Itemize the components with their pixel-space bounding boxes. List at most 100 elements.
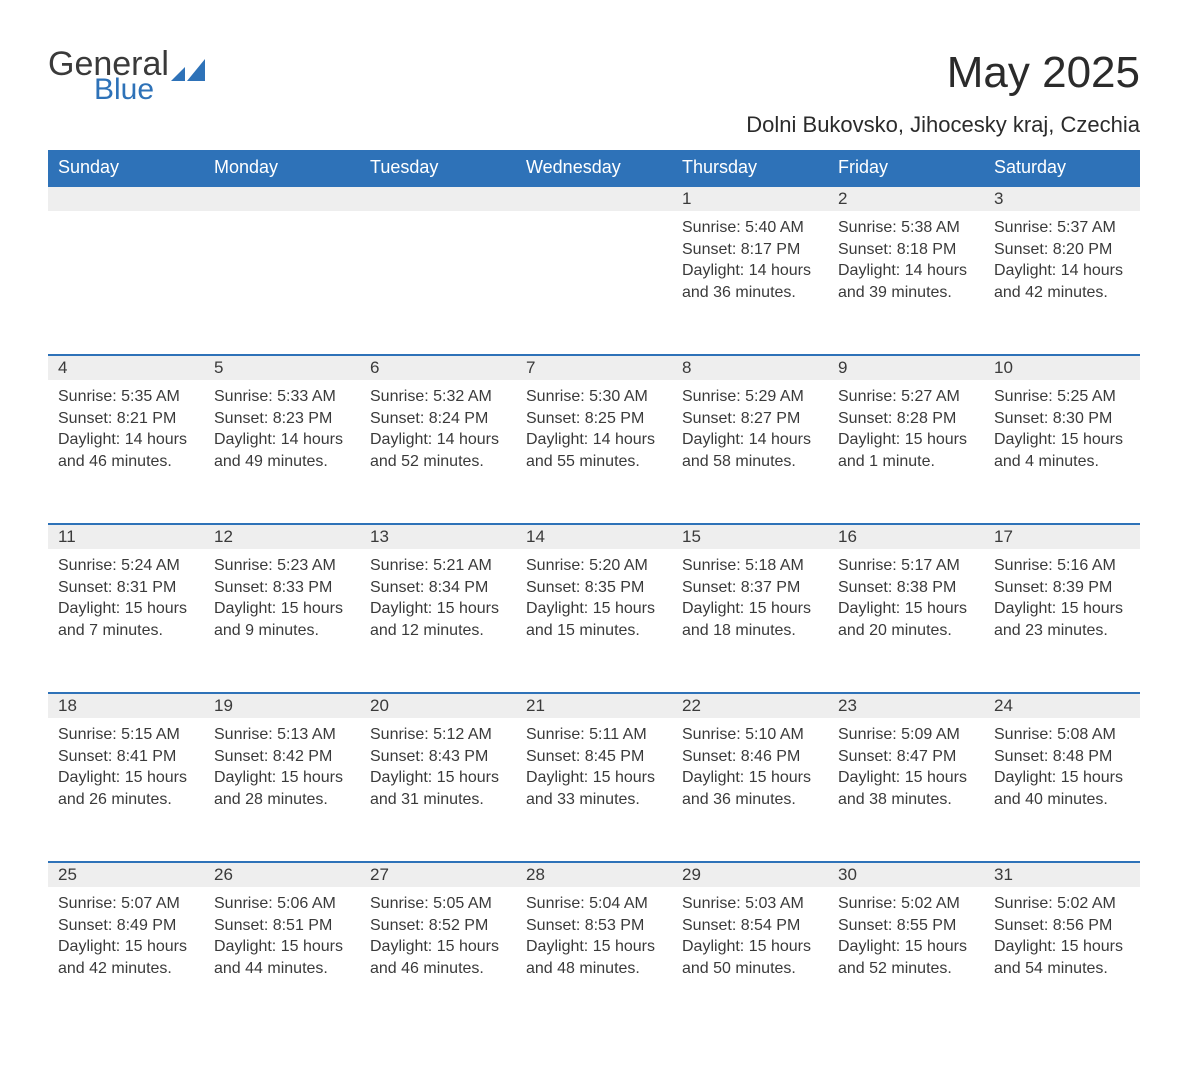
day-number: 4 (48, 355, 204, 380)
day-cell: Sunrise: 5:29 AMSunset: 8:27 PMDaylight:… (672, 380, 828, 524)
day-line: Daylight: 15 hours and 23 minutes. (994, 598, 1130, 641)
weekday-header: Tuesday (360, 150, 516, 186)
day-cell: Sunrise: 5:06 AMSunset: 8:51 PMDaylight:… (204, 887, 360, 1031)
day-line: Sunrise: 5:12 AM (370, 724, 506, 746)
day-line: Sunset: 8:25 PM (526, 408, 662, 430)
day-content-row: Sunrise: 5:07 AMSunset: 8:49 PMDaylight:… (48, 887, 1140, 1031)
day-number (516, 186, 672, 211)
day-number: 23 (828, 693, 984, 718)
day-number (204, 186, 360, 211)
day-number (48, 186, 204, 211)
day-line: Daylight: 15 hours and 9 minutes. (214, 598, 350, 641)
day-number: 2 (828, 186, 984, 211)
day-line: Sunset: 8:38 PM (838, 577, 974, 599)
day-number: 12 (204, 524, 360, 549)
day-line: Sunrise: 5:29 AM (682, 386, 818, 408)
day-line: Daylight: 14 hours and 46 minutes. (58, 429, 194, 472)
day-line: Sunrise: 5:33 AM (214, 386, 350, 408)
day-line: Sunrise: 5:05 AM (370, 893, 506, 915)
weekday-header: Monday (204, 150, 360, 186)
weekday-header: Thursday (672, 150, 828, 186)
day-cell: Sunrise: 5:17 AMSunset: 8:38 PMDaylight:… (828, 549, 984, 693)
day-line: Daylight: 14 hours and 55 minutes. (526, 429, 662, 472)
day-line: Sunrise: 5:04 AM (526, 893, 662, 915)
day-cell (204, 211, 360, 355)
day-line: Daylight: 14 hours and 52 minutes. (370, 429, 506, 472)
day-number-row: 123 (48, 186, 1140, 211)
day-line: Sunrise: 5:25 AM (994, 386, 1130, 408)
day-number: 29 (672, 862, 828, 887)
day-line: Sunset: 8:33 PM (214, 577, 350, 599)
day-line: Sunrise: 5:38 AM (838, 217, 974, 239)
calendar-table: SundayMondayTuesdayWednesdayThursdayFrid… (48, 150, 1140, 1031)
day-line: Sunset: 8:47 PM (838, 746, 974, 768)
day-cell: Sunrise: 5:02 AMSunset: 8:55 PMDaylight:… (828, 887, 984, 1031)
day-line: Daylight: 15 hours and 20 minutes. (838, 598, 974, 641)
day-line: Sunset: 8:24 PM (370, 408, 506, 430)
day-line: Sunrise: 5:07 AM (58, 893, 194, 915)
day-cell: Sunrise: 5:25 AMSunset: 8:30 PMDaylight:… (984, 380, 1140, 524)
day-line: Daylight: 14 hours and 58 minutes. (682, 429, 818, 472)
day-number-row: 45678910 (48, 355, 1140, 380)
day-number: 7 (516, 355, 672, 380)
day-line: Sunset: 8:34 PM (370, 577, 506, 599)
day-number: 13 (360, 524, 516, 549)
day-line: Daylight: 15 hours and 18 minutes. (682, 598, 818, 641)
day-line: Sunset: 8:39 PM (994, 577, 1130, 599)
day-number: 24 (984, 693, 1140, 718)
day-cell: Sunrise: 5:20 AMSunset: 8:35 PMDaylight:… (516, 549, 672, 693)
day-cell: Sunrise: 5:15 AMSunset: 8:41 PMDaylight:… (48, 718, 204, 862)
day-line: Sunset: 8:45 PM (526, 746, 662, 768)
day-cell: Sunrise: 5:32 AMSunset: 8:24 PMDaylight:… (360, 380, 516, 524)
day-line: Sunrise: 5:02 AM (838, 893, 974, 915)
title-block: May 2025 Dolni Bukovsko, Jihocesky kraj,… (746, 48, 1140, 138)
weekday-header: Sunday (48, 150, 204, 186)
day-line: Daylight: 15 hours and 33 minutes. (526, 767, 662, 810)
day-number-row: 11121314151617 (48, 524, 1140, 549)
day-number: 19 (204, 693, 360, 718)
day-line: Daylight: 14 hours and 39 minutes. (838, 260, 974, 303)
day-number-row: 18192021222324 (48, 693, 1140, 718)
day-number: 27 (360, 862, 516, 887)
weekday-header: Friday (828, 150, 984, 186)
day-number: 5 (204, 355, 360, 380)
day-cell: Sunrise: 5:21 AMSunset: 8:34 PMDaylight:… (360, 549, 516, 693)
day-number: 18 (48, 693, 204, 718)
day-line: Sunset: 8:31 PM (58, 577, 194, 599)
day-line: Sunrise: 5:21 AM (370, 555, 506, 577)
day-number: 31 (984, 862, 1140, 887)
day-number: 17 (984, 524, 1140, 549)
day-number: 22 (672, 693, 828, 718)
day-line: Daylight: 15 hours and 52 minutes. (838, 936, 974, 979)
day-cell: Sunrise: 5:16 AMSunset: 8:39 PMDaylight:… (984, 549, 1140, 693)
day-content-row: Sunrise: 5:35 AMSunset: 8:21 PMDaylight:… (48, 380, 1140, 524)
day-number: 9 (828, 355, 984, 380)
day-cell: Sunrise: 5:30 AMSunset: 8:25 PMDaylight:… (516, 380, 672, 524)
day-line: Sunrise: 5:37 AM (994, 217, 1130, 239)
day-number: 11 (48, 524, 204, 549)
day-line: Sunset: 8:28 PM (838, 408, 974, 430)
day-cell: Sunrise: 5:33 AMSunset: 8:23 PMDaylight:… (204, 380, 360, 524)
day-line: Daylight: 15 hours and 28 minutes. (214, 767, 350, 810)
day-cell: Sunrise: 5:13 AMSunset: 8:42 PMDaylight:… (204, 718, 360, 862)
header: General Blue May 2025 Dolni Bukovsko, Ji… (48, 48, 1140, 138)
weekday-row: SundayMondayTuesdayWednesdayThursdayFrid… (48, 150, 1140, 186)
day-cell (516, 211, 672, 355)
day-number: 15 (672, 524, 828, 549)
day-line: Daylight: 15 hours and 50 minutes. (682, 936, 818, 979)
day-number: 16 (828, 524, 984, 549)
day-line: Sunset: 8:37 PM (682, 577, 818, 599)
day-line: Sunrise: 5:20 AM (526, 555, 662, 577)
day-line: Sunrise: 5:40 AM (682, 217, 818, 239)
day-cell: Sunrise: 5:07 AMSunset: 8:49 PMDaylight:… (48, 887, 204, 1031)
day-number: 20 (360, 693, 516, 718)
day-line: Daylight: 14 hours and 42 minutes. (994, 260, 1130, 303)
day-line: Sunrise: 5:24 AM (58, 555, 194, 577)
day-line: Daylight: 15 hours and 54 minutes. (994, 936, 1130, 979)
weekday-header: Saturday (984, 150, 1140, 186)
day-line: Daylight: 15 hours and 36 minutes. (682, 767, 818, 810)
day-content-row: Sunrise: 5:24 AMSunset: 8:31 PM Daylight:… (48, 549, 1140, 693)
day-line: Daylight: 15 hours and 12 minutes. (370, 598, 506, 641)
day-number (360, 186, 516, 211)
day-line: Sunrise: 5:27 AM (838, 386, 974, 408)
